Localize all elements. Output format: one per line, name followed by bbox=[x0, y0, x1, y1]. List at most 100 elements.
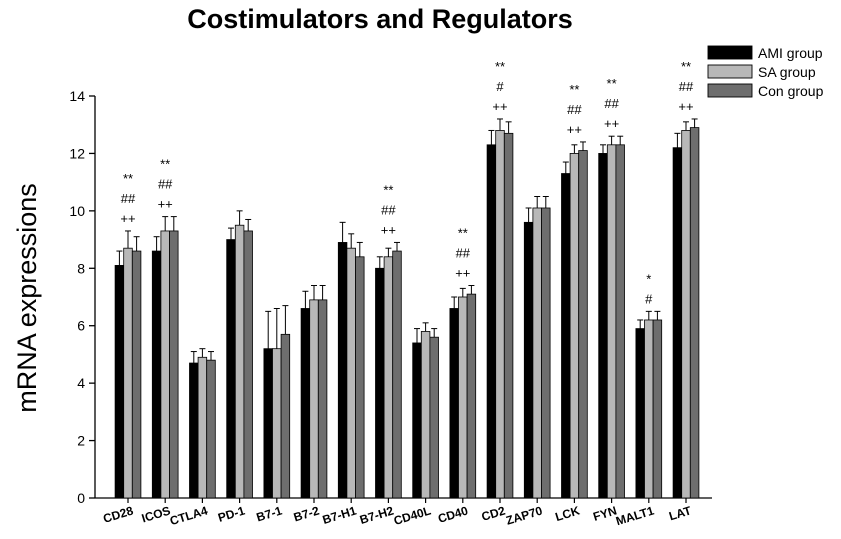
bar bbox=[412, 342, 422, 499]
bar bbox=[355, 256, 365, 499]
significance-mark: ++ bbox=[492, 99, 507, 114]
x-tick-label: CD28 bbox=[101, 503, 135, 525]
bar bbox=[189, 362, 199, 499]
bar bbox=[503, 132, 514, 499]
bar bbox=[337, 242, 348, 499]
significance-mark: ## bbox=[456, 246, 471, 261]
significance-mark: ++ bbox=[604, 116, 619, 131]
significance-mark: ** bbox=[681, 59, 691, 74]
chart-title: Costimulators and Regulators bbox=[187, 4, 573, 34]
bar bbox=[280, 333, 291, 499]
x-tick-label: CTLA4 bbox=[168, 503, 209, 528]
legend-label: SA group bbox=[758, 64, 816, 80]
x-tick-label: B7-2 bbox=[292, 503, 321, 524]
bar bbox=[114, 265, 125, 499]
bar bbox=[466, 293, 477, 499]
bar bbox=[234, 224, 245, 499]
significance-mark: ** bbox=[383, 182, 393, 197]
bar bbox=[420, 331, 431, 499]
significance-mark: ** bbox=[607, 76, 617, 91]
bar bbox=[541, 207, 551, 499]
bar bbox=[392, 250, 402, 499]
x-tick-label: CD2 bbox=[480, 503, 507, 524]
y-tick-label: 2 bbox=[77, 433, 85, 449]
x-tick-label: LAT bbox=[667, 503, 693, 523]
y-tick-label: 10 bbox=[69, 203, 85, 219]
x-tick-label: PD-1 bbox=[216, 503, 247, 524]
bar bbox=[615, 144, 625, 499]
x-tick-label: MALT1 bbox=[614, 503, 656, 528]
y-tick-label: 6 bbox=[77, 318, 85, 334]
bar bbox=[569, 153, 580, 499]
bar bbox=[689, 127, 700, 499]
bar bbox=[523, 221, 534, 499]
significance-mark: ## bbox=[121, 191, 136, 206]
bar bbox=[383, 256, 394, 499]
y-tick-label: 0 bbox=[77, 490, 85, 506]
bar bbox=[317, 299, 328, 499]
significance-mark: ## bbox=[604, 96, 619, 111]
bar bbox=[226, 239, 236, 499]
bar bbox=[160, 230, 170, 499]
bar bbox=[672, 147, 683, 499]
legend-swatch bbox=[707, 64, 753, 79]
legend-swatch bbox=[707, 83, 753, 98]
significance-mark: ## bbox=[679, 79, 694, 94]
significance-mark: ** bbox=[569, 82, 579, 97]
x-tick-label: B7-H2 bbox=[358, 503, 396, 527]
x-tick-label: FYN bbox=[591, 503, 618, 523]
legend-swatch bbox=[707, 45, 753, 60]
bar bbox=[123, 247, 133, 499]
bar bbox=[644, 319, 654, 499]
significance-mark: ++ bbox=[158, 197, 173, 212]
y-tick-label: 12 bbox=[69, 145, 85, 161]
y-axis-label: mRNA expressions bbox=[12, 183, 42, 413]
x-tick-label: CD40 bbox=[436, 503, 470, 525]
x-tick-label: B7-H1 bbox=[321, 503, 359, 527]
bar bbox=[495, 130, 505, 499]
x-tick-label: ZAP70 bbox=[504, 503, 544, 527]
bar bbox=[652, 319, 663, 499]
bar bbox=[263, 348, 273, 499]
bar bbox=[532, 207, 542, 499]
bar bbox=[206, 359, 216, 499]
significance-mark: # bbox=[496, 79, 504, 94]
bars bbox=[114, 118, 700, 499]
y-tick-label: 8 bbox=[77, 260, 85, 276]
significance-mark: ** bbox=[123, 171, 133, 186]
significance-mark: ++ bbox=[455, 266, 470, 281]
significance-mark: * bbox=[646, 271, 651, 286]
bar bbox=[309, 299, 319, 499]
bar bbox=[606, 144, 617, 499]
legend: AMI group SA group Con group bbox=[707, 45, 824, 99]
bar bbox=[375, 267, 385, 499]
x-tick-label: LCK bbox=[554, 503, 582, 524]
bar bbox=[300, 308, 311, 499]
bar bbox=[197, 356, 208, 499]
significance-mark: ** bbox=[495, 59, 505, 74]
bar bbox=[681, 130, 691, 499]
significance-mark: ++ bbox=[678, 99, 693, 114]
bar bbox=[598, 153, 608, 499]
bar bbox=[635, 328, 645, 499]
bar bbox=[151, 250, 162, 499]
y-axis: 0 2 4 6 8 10 12 14 bbox=[69, 88, 96, 506]
x-tick-label: B7-1 bbox=[255, 503, 284, 524]
significance-mark: ++ bbox=[567, 122, 582, 137]
y-tick-label: 14 bbox=[69, 88, 85, 104]
significance-mark: ** bbox=[160, 157, 170, 172]
bar bbox=[449, 308, 459, 499]
y-tick-label: 4 bbox=[77, 375, 85, 391]
bar bbox=[486, 144, 497, 499]
legend-label: AMI group bbox=[758, 45, 823, 61]
significance-mark: ## bbox=[381, 202, 396, 217]
bar bbox=[458, 296, 468, 499]
significance-mark: ++ bbox=[120, 211, 135, 226]
bar bbox=[578, 150, 588, 499]
significance-mark: ## bbox=[158, 177, 173, 192]
significance-mark: ** bbox=[458, 226, 468, 241]
significance-mark: # bbox=[645, 291, 653, 306]
bar bbox=[346, 247, 356, 499]
